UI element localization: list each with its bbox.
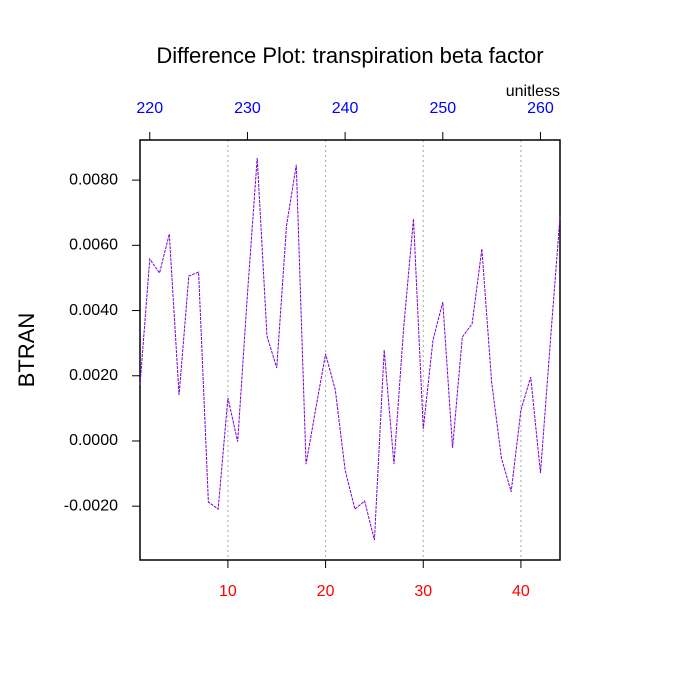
subtitle: unitless bbox=[506, 83, 560, 100]
x2-tick-label: 230 bbox=[234, 100, 261, 117]
y-tick-label: 0.0040 bbox=[69, 302, 118, 319]
plot-frame bbox=[139, 139, 561, 561]
y-tick-label: -0.0020 bbox=[64, 497, 118, 514]
x2-tick-label: 240 bbox=[332, 100, 359, 117]
x2-tick-label: 220 bbox=[136, 100, 163, 117]
y-tick-label: 0.0080 bbox=[69, 171, 118, 188]
x2-tick-label: 250 bbox=[429, 100, 456, 117]
x-tick-label: 10 bbox=[219, 583, 237, 600]
data-line bbox=[139, 157, 561, 541]
y-tick-label: 0.0060 bbox=[69, 237, 118, 254]
x-tick-label: 30 bbox=[414, 583, 432, 600]
x2-tick-label: 260 bbox=[527, 100, 554, 117]
y-tick-label: 0.0000 bbox=[69, 432, 118, 449]
chart-title: Difference Plot: transpiration beta fact… bbox=[156, 43, 543, 68]
x-tick-label: 20 bbox=[317, 583, 335, 600]
y-tick-label: 0.0020 bbox=[69, 367, 118, 384]
y-axis-label: BTRAN bbox=[14, 313, 39, 388]
x-tick-label: 40 bbox=[512, 583, 530, 600]
